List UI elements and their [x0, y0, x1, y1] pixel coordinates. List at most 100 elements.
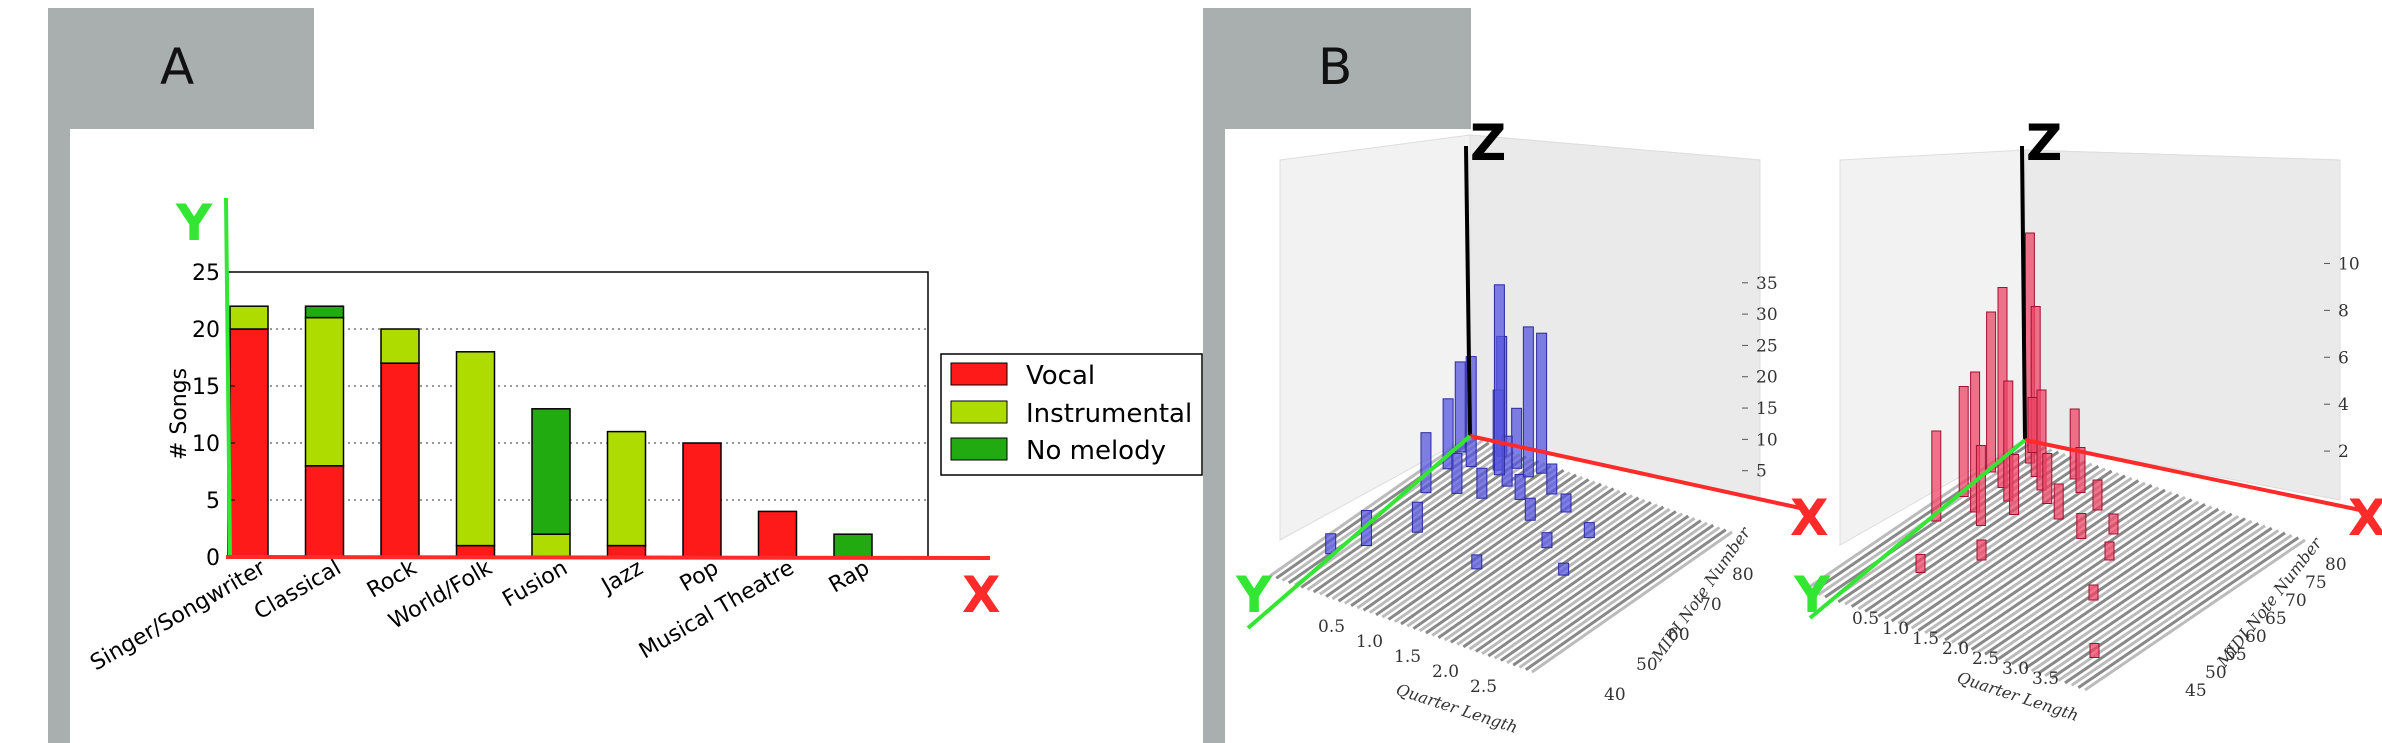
floor-slat — [1950, 491, 2173, 644]
floor-slat — [1362, 469, 1565, 612]
x-tick-label: 1.0 — [1356, 632, 1383, 652]
y-axis-letter: Y — [1235, 566, 1273, 624]
z-tick-label: 2 — [2338, 442, 2349, 462]
panel-b-sidebar — [1203, 129, 1225, 743]
floor-slat — [2030, 519, 2253, 673]
bar-3d — [1970, 371, 1981, 513]
x-tick-label: 2.0 — [1432, 662, 1459, 682]
floor-slat — [2077, 536, 2300, 689]
floor-slat — [1930, 483, 2153, 637]
z-axis-highlight — [1464, 145, 1472, 437]
x-axis-highlight — [2024, 438, 2361, 512]
x-tick-label: 2.5 — [1470, 677, 1497, 697]
bar-vocal — [229, 328, 269, 558]
z-tick-label: 30 — [1756, 305, 1778, 325]
floor-slat — [1997, 507, 2220, 661]
floor-slat — [2050, 526, 2273, 680]
bar-instrumental — [606, 430, 647, 547]
x-axis-highlight — [225, 555, 991, 560]
floor-slat — [1506, 521, 1708, 665]
floor-slat — [1964, 495, 2186, 649]
x-tick-label: 1.0 — [1882, 619, 1909, 639]
floor-slat — [1343, 462, 1546, 605]
bar-instrumental — [531, 533, 571, 558]
bar-3d — [2089, 643, 2100, 658]
bar-no-melody — [531, 408, 571, 535]
floor-slat — [1443, 498, 1646, 642]
bar-3d — [2075, 447, 2086, 493]
z-tick-label: 20 — [1756, 368, 1778, 388]
bar-3d — [1541, 532, 1553, 549]
z-tick-label: 10 — [2338, 254, 2360, 274]
bar-3d — [2076, 513, 2087, 539]
bar-3d — [1986, 311, 1997, 473]
bar-3d — [1493, 284, 1505, 476]
z-tick-label: 25 — [1756, 336, 1778, 356]
z-tick-label: 6 — [2338, 348, 2349, 368]
legend-swatch-no-melody — [950, 437, 1008, 461]
floor-slat — [1456, 503, 1659, 646]
z-tick-label: 15 — [1756, 399, 1778, 419]
floor-slat — [1406, 485, 1609, 628]
floor-slat — [1518, 526, 1721, 669]
bar-vocal — [682, 442, 722, 558]
floor-slat — [1437, 496, 1640, 639]
x-tick-label: 2.5 — [1972, 649, 1999, 669]
floor-slat — [1487, 514, 1690, 658]
bar-no-melody — [304, 305, 345, 319]
bar-instrumental — [380, 328, 420, 364]
bar-3d — [1514, 473, 1526, 500]
y-tick-label: 65 — [2265, 609, 2287, 629]
floor-slat — [1381, 475, 1584, 619]
y-tick-label: 50 — [2205, 663, 2227, 683]
floor-slat — [1957, 493, 2180, 647]
floor-slat — [1937, 486, 2160, 639]
floor-slat — [1418, 489, 1621, 633]
bar-3d — [1583, 522, 1595, 539]
x-axis-label: Quarter Length — [1394, 680, 1520, 737]
y-tick-label: 55 — [2225, 645, 2247, 665]
y-tick-label: 50 — [1636, 655, 1658, 675]
bar-no-melody — [833, 533, 873, 558]
x-ticks: 0.5 1.0 1.5 2.0 2.5 3.0 3.5 — [1852, 609, 2059, 689]
bar-3d — [1442, 398, 1454, 470]
bar-3d — [1471, 554, 1483, 570]
x-tick-label: 2.0 — [1942, 639, 1969, 659]
floor-slat — [1837, 450, 2060, 604]
bar-3d — [1454, 361, 1466, 453]
bars-3d — [1915, 232, 2119, 658]
bar-3d — [1931, 430, 1942, 522]
category-label: Jazz — [596, 556, 648, 600]
floor-slat — [1844, 453, 2066, 606]
category-label: Fusion — [499, 556, 572, 613]
bar-3d — [2069, 408, 2080, 480]
bar-3d — [2108, 513, 2119, 535]
floor-slat — [2017, 514, 2240, 668]
y-tick-label: 20 — [192, 318, 220, 343]
bar-3d — [1411, 501, 1423, 533]
y-axis-label: # Songs — [167, 368, 192, 460]
y-tick-label: 25 — [192, 261, 220, 286]
floor-slat — [1375, 473, 1577, 617]
y-tick-label: 60 — [2245, 627, 2267, 647]
z-tick-label: 10 — [1756, 430, 1778, 450]
z-ticks: 2 4 6 8 10 — [2324, 254, 2360, 462]
floor-slat — [1499, 519, 1702, 662]
3d-plot-red: 2 4 6 8 10 0.5 1.0 1.5 2.0 2.5 3.0 3.5 4550556065707… — [1793, 114, 2382, 725]
category-label: Pop — [676, 556, 723, 598]
floor-slat — [1890, 469, 2113, 623]
bar-3d — [1558, 562, 1570, 576]
y-tick-label: 80 — [2325, 555, 2347, 575]
bar-instrumental — [304, 316, 345, 467]
bar-instrumental — [229, 305, 269, 330]
bar-3d — [1958, 386, 1969, 497]
floor-slat — [1977, 500, 2200, 654]
grid-lines — [228, 328, 928, 501]
floor-slat — [1904, 474, 2126, 627]
z-axis-highlight — [2020, 145, 2027, 441]
floor-slat — [1924, 481, 2146, 635]
bar-3d — [2088, 584, 2099, 601]
y-ticks: 0 5 10 15 20 25 — [192, 261, 235, 571]
